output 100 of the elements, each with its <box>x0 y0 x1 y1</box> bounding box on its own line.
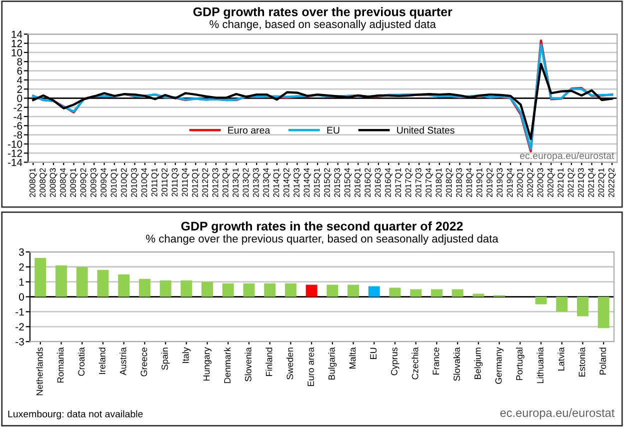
x-tick-label: Ireland <box>98 348 106 374</box>
bar <box>76 266 88 297</box>
x-tick-label: Lithuania <box>536 347 544 384</box>
y-tick-label: 0 <box>19 293 24 301</box>
x-tick-label: Portugal <box>516 348 524 380</box>
x-tick-label: 2021Q4 <box>588 168 596 198</box>
x-tick-label: Denmark <box>224 347 231 384</box>
x-tick-label: 2021Q3 <box>578 168 586 198</box>
y-tick-label: 10 <box>12 48 22 56</box>
x-tick-label: 2011Q3 <box>172 168 180 196</box>
x-tick-label: 2016Q1 <box>354 168 362 198</box>
x-tick-label: Cyprus <box>391 347 400 376</box>
x-tick-label: 2013Q1 <box>232 168 240 198</box>
x-tick-label: France <box>432 348 440 375</box>
x-tick-label: 2016Q2 <box>364 168 372 198</box>
x-tick-label: Sweden <box>286 348 294 380</box>
y-tick-label: 3 <box>19 248 24 256</box>
x-tick-label: 2014Q4 <box>304 168 312 198</box>
chart-title: GDP growth rates over the previous quarter <box>193 7 452 19</box>
x-tick-label: Poland <box>599 348 606 375</box>
x-tick-label: 2008Q1 <box>29 168 37 198</box>
bar <box>222 283 234 297</box>
x-tick-label: 2013Q3 <box>252 168 260 198</box>
y-tick-label: 2 <box>19 263 24 271</box>
x-tick-label: Czechia <box>412 347 418 380</box>
x-tick-label: 2015Q3 <box>334 168 342 198</box>
bar <box>598 296 610 328</box>
x-tick-label: Slovenia <box>244 347 252 382</box>
bar <box>264 283 276 297</box>
bar <box>472 294 484 297</box>
y-tick-label: 14 <box>12 30 22 38</box>
x-tick-label: 2018Q2 <box>446 168 454 198</box>
x-tick-label: Spain <box>161 348 170 370</box>
y-tick-label: -14 <box>8 158 22 166</box>
x-tick-label: 2017Q2 <box>405 168 413 198</box>
x-tick-label: 2009Q3 <box>90 168 98 198</box>
bar <box>34 258 46 297</box>
x-tick-label: 2012Q2 <box>202 168 210 198</box>
y-tick-label: -2 <box>14 104 22 112</box>
legend-label: Euro area <box>228 126 270 134</box>
x-tick-label: 2018Q1 <box>436 168 444 198</box>
x-tick-label: 2020Q3 <box>537 168 545 198</box>
x-tick-label: 2008Q4 <box>60 168 68 198</box>
x-tick-label: 2010Q4 <box>141 168 149 198</box>
legend-label: EU <box>327 126 340 134</box>
x-tick-label: Bulgaria <box>328 347 337 380</box>
x-tick-label: 2008Q2 <box>40 168 48 198</box>
bar <box>556 296 568 312</box>
x-tick-label: EU <box>370 348 377 359</box>
bar <box>535 296 547 304</box>
line-series <box>32 62 614 140</box>
text: ec.europa.eu/eurostat <box>500 408 615 420</box>
x-tick-label: 2021Q1 <box>558 168 566 198</box>
bar <box>138 278 150 297</box>
bar <box>430 289 442 297</box>
x-tick-label: 2014Q1 <box>273 168 281 198</box>
x-tick-label: 2012Q1 <box>192 168 200 198</box>
x-tick-label: 2016Q4 <box>384 168 392 198</box>
annotation: ec.europa.eu/eurostat <box>520 152 614 161</box>
x-tick-label: 2014Q3 <box>294 168 301 198</box>
bar <box>389 288 401 297</box>
x-tick-label: Netherlands <box>36 347 43 396</box>
x-tick-label: Austria <box>120 347 126 376</box>
x-tick-label: 2014Q2 <box>283 168 291 198</box>
y-tick-label: -2 <box>16 323 24 330</box>
x-tick-label: 2019Q2 <box>486 168 494 198</box>
x-tick-label: Estonia <box>578 347 586 377</box>
x-tick-label: 2018Q4 <box>466 168 474 198</box>
y-tick-label: 1 <box>19 278 24 286</box>
bar <box>97 270 109 297</box>
text: Luxembourg: data not available <box>8 410 143 420</box>
y-tick-label: 12 <box>12 40 22 48</box>
x-tick-label: Germany <box>495 347 504 384</box>
y-tick-label: 0 <box>17 94 22 102</box>
x-tick-label: 2017Q3 <box>415 168 423 198</box>
bar <box>452 289 464 297</box>
x-tick-label: 2009Q1 <box>70 168 78 198</box>
x-tick-label: 2020Q1 <box>516 168 524 198</box>
y-tick-label: 8 <box>17 58 22 66</box>
bar <box>348 284 360 297</box>
x-tick-label: Slovakia <box>453 347 460 381</box>
x-tick-label: Croatia <box>78 347 85 376</box>
bar <box>202 282 213 297</box>
x-tick-label: Romania <box>57 347 64 383</box>
x-tick-label: 2022Q1 <box>598 168 606 198</box>
y-tick-label: -10 <box>8 140 22 148</box>
bar <box>284 283 296 297</box>
x-tick-label: 2019Q4 <box>506 168 514 198</box>
x-tick-label: 2010Q3 <box>131 168 138 198</box>
x-tick-label: 2022Q2 <box>608 168 616 198</box>
y-tick-label: -1 <box>16 308 24 316</box>
bar <box>326 284 338 297</box>
x-tick-label: 2010Q2 <box>120 168 128 198</box>
x-tick-label: 2017Q1 <box>395 168 403 198</box>
x-tick-label: 2012Q4 <box>222 168 230 198</box>
y-tick-label: 4 <box>16 76 22 84</box>
x-tick-label: 2011Q2 <box>162 168 169 196</box>
x-tick-label: 2011Q4 <box>182 168 190 196</box>
bar <box>243 283 255 297</box>
bar <box>410 289 422 297</box>
